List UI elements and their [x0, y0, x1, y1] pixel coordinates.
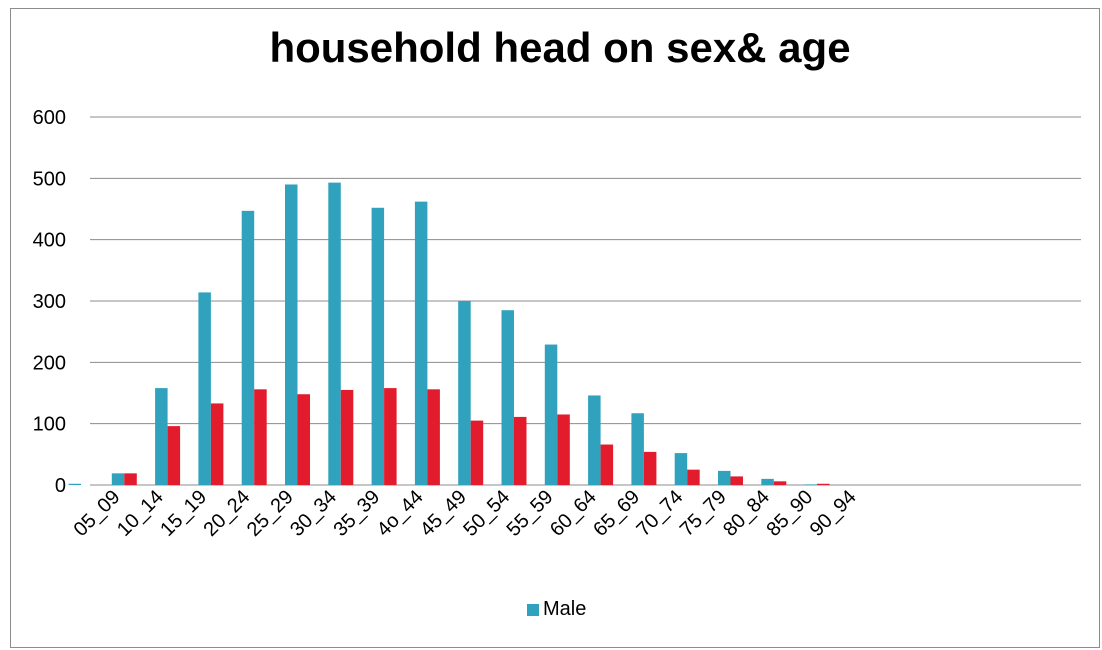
x-tick-label: 25_29 [243, 486, 298, 541]
x-tick-label: 50_54 [459, 486, 514, 541]
x-tick-label: 35_39 [329, 486, 384, 541]
bar-series-1-60_64 [557, 414, 570, 485]
x-tick-label: 70_74 [633, 486, 688, 541]
y-tick-label: 400 [33, 230, 66, 252]
bar-series-1-55_59 [514, 416, 527, 485]
bar-series-0-65_69 [588, 395, 601, 485]
bar-series-1-50_54 [470, 420, 484, 485]
bar-series-1-70_74 [643, 451, 657, 485]
bar-series-1-15_19 [167, 426, 181, 485]
bar-series-0-80_84 [718, 470, 731, 485]
bar-series-1-85_90 [773, 481, 787, 485]
bar-series-0-45_49 [414, 201, 428, 485]
x-tick-label: 75_79 [676, 486, 731, 541]
x-tick-label: 30_34 [286, 486, 341, 541]
bar-series-0-75_79 [674, 453, 688, 485]
y-tick-label: 600 [33, 107, 66, 129]
bar-series-0-05_09 [68, 483, 81, 485]
bar-series-0-60_64 [544, 344, 558, 485]
x-tick-label: 80_84 [719, 486, 774, 541]
bar-series-0-35_39 [328, 182, 341, 486]
bar-series-0-20_24 [198, 292, 211, 485]
bar-series-1-20_24 [210, 403, 224, 485]
y-tick-label: 300 [33, 291, 66, 313]
x-tick-label: 60_64 [546, 486, 601, 541]
bar-series-1-75_79 [687, 469, 700, 485]
x-tick-label: 45_49 [416, 486, 471, 541]
x-tick-label: 4o_44 [373, 486, 428, 541]
y-tick-label: 100 [33, 414, 66, 436]
bar-series-1-65_69 [600, 444, 614, 485]
bar-series-1-35_39 [340, 389, 354, 485]
bar-series-1-4o_44 [384, 388, 397, 485]
bar-series-1-30_34 [297, 394, 310, 485]
bar-series-0-90_94 [804, 484, 818, 485]
x-tick-label: 15_19 [156, 486, 211, 541]
bar-series-1-25_29 [254, 389, 267, 485]
x-tick-label: 85_90 [762, 486, 817, 541]
bar-series-0-15_19 [155, 388, 168, 485]
bar-series-1-10_14 [124, 473, 137, 485]
x-tick-label: 90_94 [806, 486, 861, 541]
bar-series-0-55_59 [501, 310, 514, 485]
bar-series-0-70_74 [631, 413, 644, 485]
y-tick-label: 0 [55, 475, 66, 497]
x-tick-label: 55_59 [503, 486, 558, 541]
bar-series-0-30_34 [285, 184, 298, 485]
legend-swatch-male [527, 603, 539, 616]
bar-series-0-4o_44 [371, 207, 385, 486]
bar-series-0-50_54 [458, 301, 471, 485]
chart-legend: Male [527, 598, 586, 621]
chart-title: household head on sex& age [269, 24, 851, 71]
bar-series-1-45_49 [427, 389, 440, 485]
y-tick-label: 500 [33, 168, 66, 190]
bar-series-0-85_90 [761, 478, 774, 485]
x-tick-label: 05_09 [70, 486, 125, 541]
bar-series-0-10_14 [111, 473, 125, 485]
x-tick-label: 10_14 [113, 486, 168, 541]
y-tick-label: 200 [33, 352, 66, 374]
bar-series-0-25_29 [241, 210, 255, 485]
x-tick-label: 20_24 [200, 486, 255, 541]
legend-label-male: Male [543, 598, 587, 620]
bar-series-1-80_84 [730, 476, 743, 485]
x-tick-label: 65_69 [589, 486, 644, 541]
bar-series-1-90_94 [817, 483, 830, 485]
chart-frame [10, 8, 1100, 648]
